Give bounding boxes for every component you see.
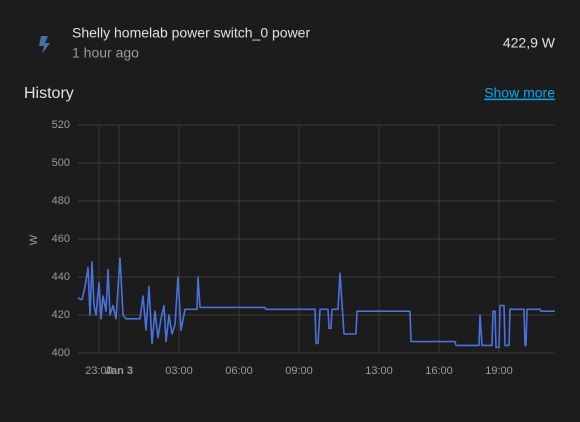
y-tick-label: 520: [52, 119, 70, 131]
x-tick-label: 23:00: [85, 365, 113, 377]
x-tick-label: 09:00: [285, 365, 313, 377]
x-tick-label: 06:00: [225, 365, 253, 377]
show-more-link[interactable]: Show more: [484, 85, 555, 101]
x-tick-label: 13:00: [365, 365, 393, 377]
x-tick-label: 03:00: [165, 365, 193, 377]
x-tick-label: 16:00: [425, 365, 453, 377]
y-tick-label: 480: [52, 195, 70, 207]
entity-icon: [39, 36, 50, 54]
entity-name: Shelly homelab power switch_0 power: [72, 25, 310, 41]
y-tick-label: 400: [52, 347, 70, 359]
history-title: History: [24, 85, 74, 102]
y-tick-label: 500: [52, 157, 70, 169]
state: 422,9 W: [503, 35, 556, 51]
y-tick-label: 440: [52, 271, 70, 283]
x-tick-label: Jan 3: [105, 365, 133, 377]
last-changed: 1 hour ago: [72, 45, 139, 61]
y-axis-label: W: [28, 234, 40, 245]
series-line: [77, 257, 555, 349]
y-tick-label: 420: [52, 309, 70, 321]
y-tick-label: 460: [52, 233, 70, 245]
x-tick-label: 19:00: [485, 365, 513, 377]
